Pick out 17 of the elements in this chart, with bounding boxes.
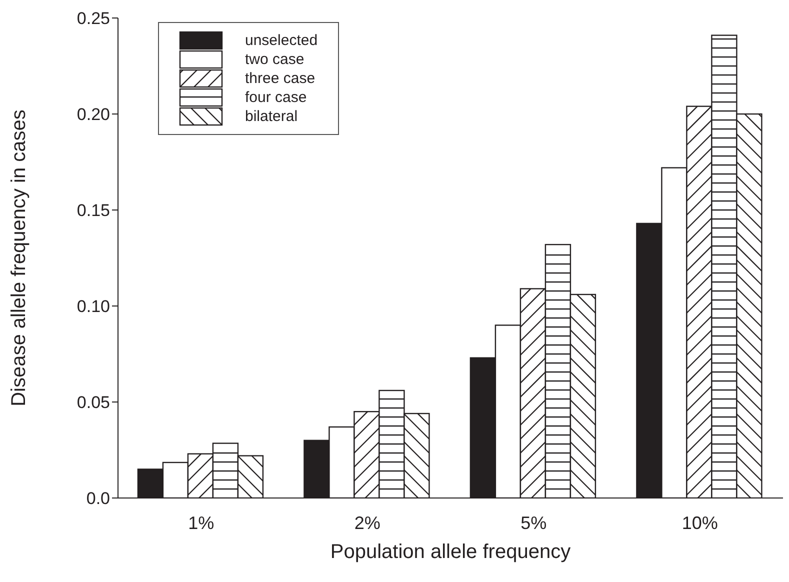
y-tick-label: 0.0	[86, 489, 110, 508]
x-axis-title: Population allele frequency	[330, 541, 571, 563]
legend-label: bilateral	[245, 108, 298, 125]
y-tick-label: 0.15	[76, 201, 110, 220]
legend-label: two case	[245, 51, 304, 68]
x-tick-label: 10%	[682, 512, 718, 533]
legend-label: four case	[245, 89, 307, 106]
legend-label: unselected	[245, 32, 318, 49]
legend-label: three case	[245, 70, 316, 87]
y-tick-label: 0.25	[76, 9, 110, 28]
y-tick-label: 0.10	[76, 297, 110, 316]
y-axis-title: Disease allele frequency in cases	[8, 110, 30, 406]
x-tick-label: 5%	[520, 512, 547, 533]
x-tick-label: 2%	[354, 512, 380, 533]
y-tick-label: 0.05	[76, 393, 110, 412]
y-tick-label: 0.20	[76, 105, 110, 124]
x-tick-label: 1%	[188, 512, 214, 533]
